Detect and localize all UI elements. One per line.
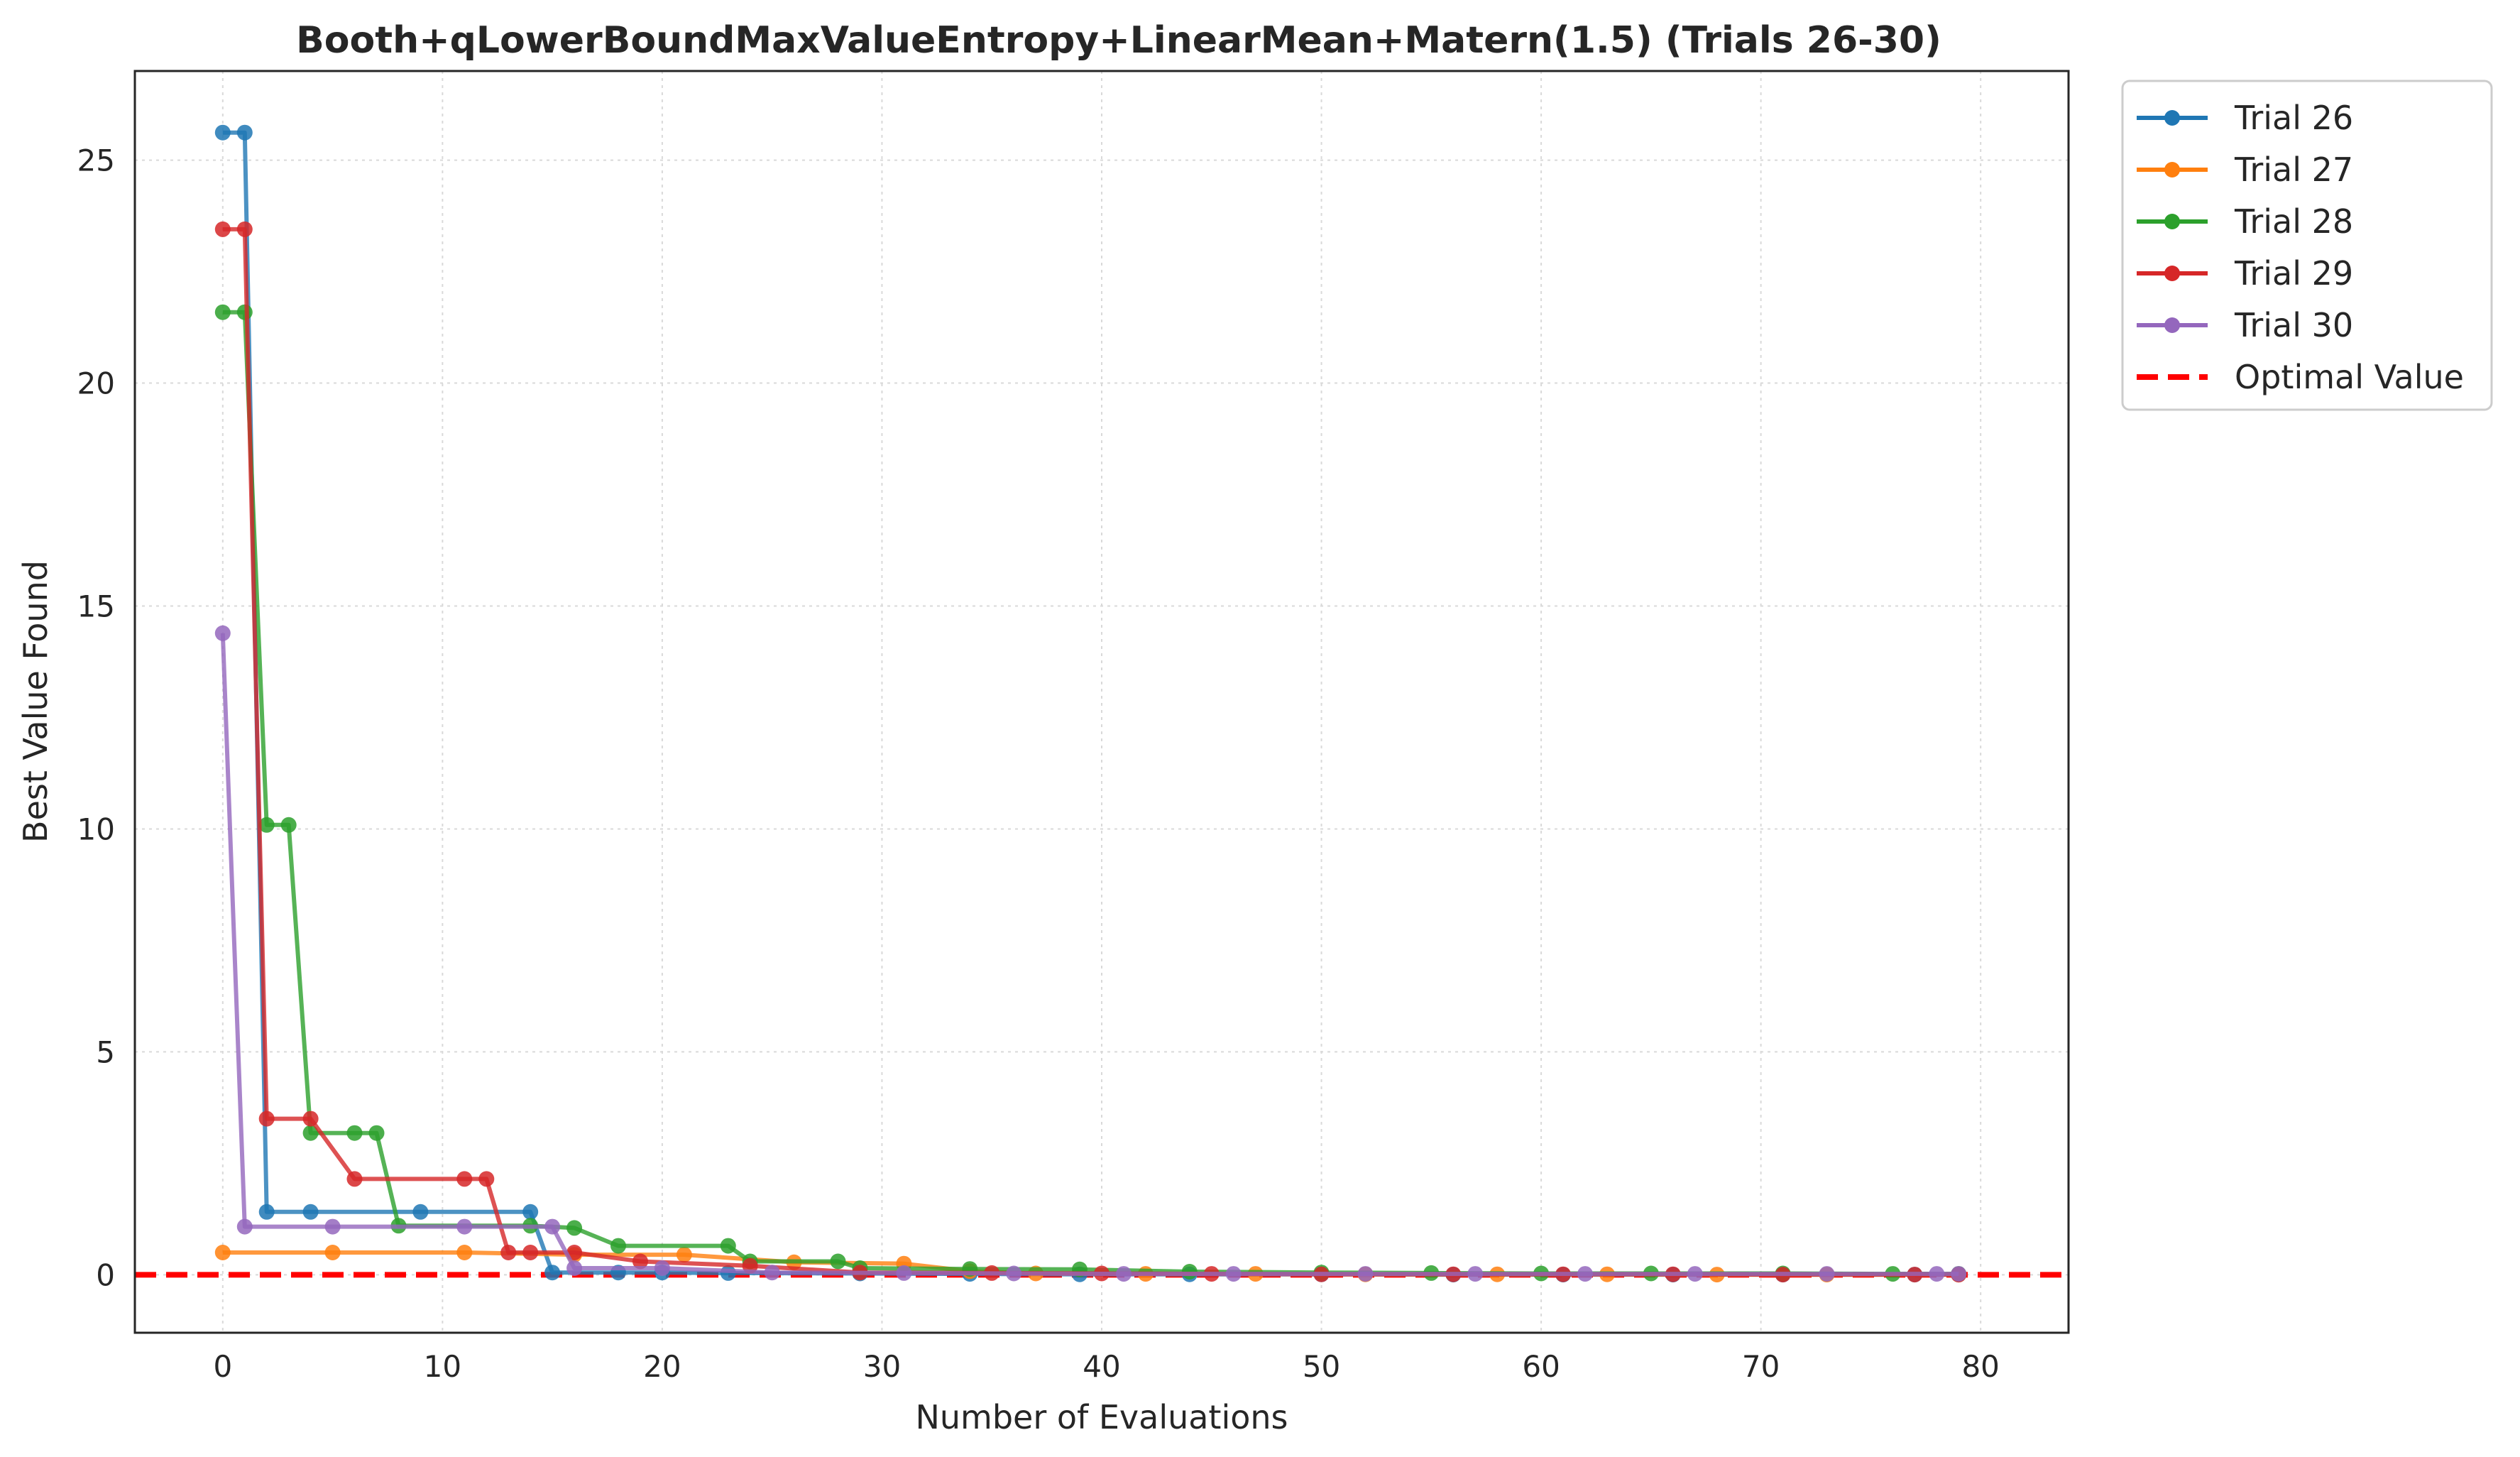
legend-entry: Trial 29 bbox=[2137, 254, 2353, 293]
legend-label: Trial 27 bbox=[2234, 151, 2353, 189]
y-tick-label: 15 bbox=[77, 589, 115, 623]
x-tick-label: 30 bbox=[863, 1349, 901, 1384]
data-point bbox=[346, 1125, 363, 1141]
grid-layer bbox=[135, 71, 2069, 1333]
x-tick-label: 40 bbox=[1083, 1349, 1120, 1384]
legend-frame bbox=[2121, 80, 2493, 411]
data-point bbox=[830, 1253, 846, 1270]
data-point bbox=[258, 817, 275, 833]
legend-entry: Trial 28 bbox=[2137, 202, 2353, 241]
legend-marker bbox=[2164, 214, 2180, 229]
data-point bbox=[1467, 1266, 1484, 1282]
legend-label: Trial 29 bbox=[2234, 254, 2353, 293]
data-point bbox=[1006, 1265, 1022, 1282]
legend-entry: Trial 27 bbox=[2137, 151, 2353, 189]
data-point bbox=[280, 817, 297, 833]
legend-marker bbox=[2164, 266, 2180, 281]
data-point bbox=[720, 1238, 736, 1254]
y-tick-label: 25 bbox=[77, 143, 115, 178]
legend-entries: Trial 26 Trial 27 Trial 28 Trial 29 Trial 30… bbox=[2137, 99, 2464, 396]
legend-entry: Trial 26 bbox=[2137, 99, 2353, 137]
y-tick-label: 5 bbox=[96, 1035, 115, 1069]
data-point bbox=[500, 1245, 517, 1260]
data-point bbox=[896, 1265, 912, 1281]
data-point bbox=[456, 1171, 473, 1187]
data-point bbox=[324, 1218, 341, 1235]
y-tick-labels: 0 5 10 15 20 25 bbox=[77, 143, 115, 1293]
legend: Trial 26 Trial 27 Trial 28 Trial 29 Trial 30… bbox=[2121, 80, 2493, 411]
legend-label: Trial 28 bbox=[2234, 202, 2353, 241]
legend-marker bbox=[2164, 162, 2180, 178]
data-point bbox=[654, 1260, 670, 1276]
y-tick-label: 20 bbox=[77, 366, 115, 401]
legend-marker bbox=[2164, 110, 2180, 126]
data-point bbox=[1577, 1266, 1593, 1282]
data-point bbox=[302, 1111, 319, 1127]
x-axis-label: Number of Evaluations bbox=[915, 1398, 1288, 1436]
data-point bbox=[214, 304, 231, 320]
data-point bbox=[368, 1125, 385, 1141]
x-tick-labels: 0 10 20 30 40 50 60 70 80 bbox=[213, 1349, 1999, 1384]
data-point bbox=[236, 1218, 253, 1235]
data-point bbox=[412, 1204, 429, 1220]
legend-entry: Trial 30 bbox=[2137, 306, 2353, 344]
data-point bbox=[456, 1245, 473, 1260]
data-point bbox=[302, 1125, 319, 1141]
y-tick-label: 0 bbox=[96, 1257, 115, 1292]
data-point bbox=[544, 1218, 561, 1235]
data-point bbox=[324, 1245, 341, 1260]
data-point bbox=[522, 1204, 539, 1220]
data-point bbox=[258, 1111, 275, 1127]
data-point bbox=[522, 1245, 539, 1260]
x-tick-label: 50 bbox=[1303, 1349, 1340, 1384]
data-point bbox=[1116, 1266, 1132, 1282]
data-point bbox=[1357, 1266, 1374, 1282]
data-point bbox=[302, 1204, 319, 1220]
data-point bbox=[1687, 1266, 1703, 1282]
data-point bbox=[214, 221, 231, 237]
data-point bbox=[632, 1253, 648, 1270]
legend-label: Trial 26 bbox=[2234, 99, 2353, 137]
data-point bbox=[236, 221, 253, 237]
series-trial-30 bbox=[214, 625, 1967, 1282]
plot-area bbox=[133, 70, 2070, 1334]
data-point bbox=[544, 1265, 561, 1281]
data-point bbox=[214, 625, 231, 641]
data-point bbox=[214, 124, 231, 141]
x-tick-label: 70 bbox=[1742, 1349, 1780, 1384]
y-tick-label: 10 bbox=[77, 812, 115, 846]
y-axis-label: Best Value Found bbox=[16, 560, 55, 843]
data-point bbox=[1225, 1266, 1242, 1282]
data-point bbox=[1951, 1266, 1967, 1282]
data-point bbox=[676, 1247, 692, 1263]
data-point bbox=[258, 1204, 275, 1220]
plot-frame bbox=[133, 70, 2070, 1334]
data-point bbox=[456, 1218, 473, 1235]
data-point bbox=[566, 1260, 583, 1276]
chart-title: Booth+qLowerBoundMaxValueEntropy+LinearM… bbox=[296, 19, 1941, 62]
legend-label: Optimal Value bbox=[2235, 358, 2464, 396]
x-tick-label: 20 bbox=[643, 1349, 681, 1384]
data-point bbox=[764, 1265, 780, 1281]
data-point bbox=[236, 124, 253, 141]
x-tick-label: 80 bbox=[1961, 1349, 1999, 1384]
series-layer bbox=[214, 124, 1967, 1283]
data-point bbox=[346, 1171, 363, 1187]
legend-entry: Optimal Value bbox=[2137, 358, 2464, 396]
x-tick-label: 0 bbox=[213, 1349, 232, 1384]
data-point bbox=[478, 1171, 495, 1187]
data-point bbox=[214, 1245, 231, 1260]
data-point bbox=[610, 1238, 626, 1254]
legend-marker bbox=[2164, 317, 2180, 333]
x-tick-label: 60 bbox=[1522, 1349, 1560, 1384]
legend-label: Trial 30 bbox=[2234, 306, 2353, 344]
x-tick-label: 10 bbox=[424, 1349, 461, 1384]
data-point bbox=[566, 1220, 583, 1236]
data-point bbox=[1819, 1266, 1835, 1282]
data-point bbox=[1929, 1266, 1945, 1282]
